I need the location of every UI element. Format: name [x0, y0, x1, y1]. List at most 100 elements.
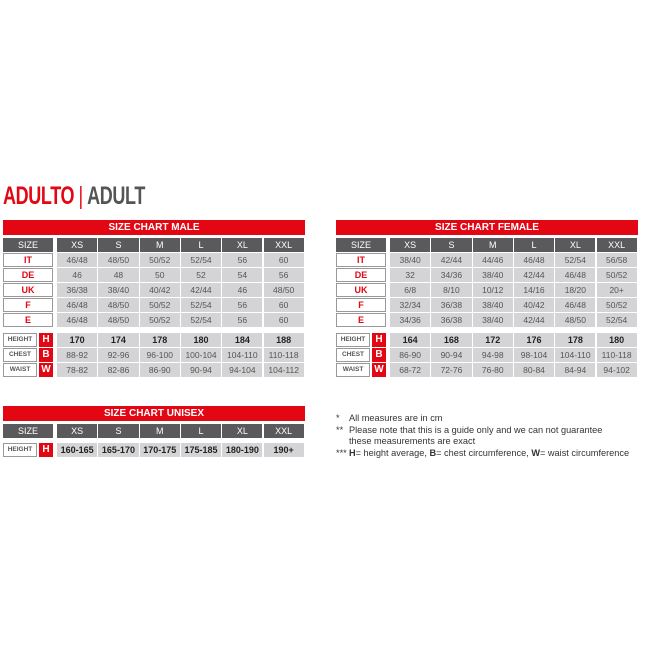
- page-title: ADULTO | ADULT: [3, 182, 145, 210]
- size-column-header: XXL: [263, 424, 304, 438]
- size-column-header: S: [98, 238, 139, 252]
- size-column-header: XS: [390, 238, 431, 252]
- size-value: 38/40: [98, 283, 139, 297]
- size-value: 10/12: [472, 283, 513, 297]
- size-value: 48/50: [98, 253, 139, 267]
- size-value: 46/48: [57, 298, 98, 312]
- measure-value: 188: [263, 333, 304, 347]
- size-value: 34/36: [431, 268, 472, 282]
- size-value: 56/58: [596, 253, 637, 267]
- region-label: DE: [336, 268, 386, 282]
- measure-value: 86-90: [139, 363, 180, 377]
- measure-value: 100-104: [180, 348, 222, 362]
- size-value: 46/48: [555, 298, 596, 312]
- note-disclaimer: ** Please note that this is a guide only …: [336, 424, 603, 435]
- size-value: 14/16: [513, 283, 555, 297]
- size-value: 34/36: [390, 313, 431, 327]
- size-value: 60: [263, 298, 304, 312]
- region-label: UK: [3, 283, 53, 297]
- size-value: 48/50: [555, 313, 596, 327]
- size-value: 32: [390, 268, 431, 282]
- size-header: SIZE: [336, 238, 386, 252]
- measure-letter: W: [39, 363, 53, 377]
- size-value: 56: [222, 298, 263, 312]
- region-label: IT: [3, 253, 53, 267]
- note-legend: *** H= height average, B= chest circumfer…: [336, 447, 630, 458]
- measure-value: 180: [180, 333, 222, 347]
- size-value: 46/48: [555, 268, 596, 282]
- size-column-header: L: [180, 424, 222, 438]
- size-value: 44/46: [472, 253, 513, 267]
- size-value: 32/34: [390, 298, 431, 312]
- size-column-header: XXL: [596, 238, 637, 252]
- size-value: 52/54: [180, 253, 222, 267]
- measure-value: 84-94: [555, 363, 596, 377]
- size-value: 18/20: [555, 283, 596, 297]
- size-column-header: L: [513, 238, 555, 252]
- size-value: 60: [263, 313, 304, 327]
- size-value: 60: [263, 253, 304, 267]
- size-chart-female: SIZE CHART FEMALE SIZE XS S M L XL XXL IT 38/40 42…: [336, 220, 638, 380]
- measure-label: HEIGHT: [336, 333, 370, 347]
- region-label: IT: [336, 253, 386, 267]
- measure-value: 178: [139, 333, 180, 347]
- measure-label: WAIST: [336, 363, 370, 377]
- measure-value: 80-84: [513, 363, 555, 377]
- size-value: 38/40: [390, 253, 431, 267]
- size-value: 38/40: [472, 298, 513, 312]
- measure-value: 104-110: [555, 348, 596, 362]
- size-column-header: S: [98, 424, 139, 438]
- region-label: DE: [3, 268, 53, 282]
- note-units: * All measures are in cm: [336, 413, 443, 423]
- size-value: 56: [263, 268, 304, 282]
- measure-value: 190+: [263, 443, 304, 457]
- size-value: 52/54: [555, 253, 596, 267]
- measure-value: 90-94: [180, 363, 222, 377]
- notes: * All measures are in cm ** Please note th…: [336, 413, 629, 459]
- size-value: 46/48: [513, 253, 555, 267]
- measure-value: 170: [57, 333, 98, 347]
- size-value: 46/48: [57, 313, 98, 327]
- measure-value: 104-112: [263, 363, 304, 377]
- size-value: 6/8: [390, 283, 431, 297]
- size-value: 50/52: [139, 298, 180, 312]
- size-value: 50/52: [596, 268, 637, 282]
- size-value: 36/38: [431, 298, 472, 312]
- region-label: F: [3, 298, 53, 312]
- size-chart-unisex: SIZE CHART UNISEX SIZE XS S M L XL XXL HEIGHT H 16…: [3, 406, 305, 466]
- measure-value: 180: [596, 333, 637, 347]
- measure-value: 110-118: [596, 348, 637, 362]
- size-value: 52/54: [180, 313, 222, 327]
- measure-value: 94-104: [222, 363, 263, 377]
- size-value: 56: [222, 253, 263, 267]
- size-chart-male: SIZE CHART MALE SIZE XS S M L XL XXL IT 46/48 48/5…: [3, 220, 305, 380]
- measure-value: 178: [555, 333, 596, 347]
- size-value: 52/54: [596, 313, 637, 327]
- measure-value: 94-102: [596, 363, 637, 377]
- measure-label: CHEST: [3, 348, 37, 362]
- size-value: 48/50: [98, 313, 139, 327]
- measure-value: 92-96: [98, 348, 139, 362]
- measure-label: HEIGHT: [3, 333, 37, 347]
- size-column-header: XL: [555, 238, 596, 252]
- size-header: SIZE: [3, 424, 53, 438]
- size-column-header: M: [472, 238, 513, 252]
- measure-letter: H: [39, 333, 53, 347]
- measure-label: HEIGHT: [3, 443, 37, 457]
- measure-value: 165-170: [98, 443, 139, 457]
- size-value: 46: [57, 268, 98, 282]
- size-column-header: M: [139, 424, 180, 438]
- measure-value: 90-94: [431, 348, 472, 362]
- measure-value: 68-72: [390, 363, 431, 377]
- measure-value: 86-90: [390, 348, 431, 362]
- size-value: 38/40: [472, 313, 513, 327]
- measure-value: 180-190: [222, 443, 263, 457]
- measure-value: 164: [390, 333, 431, 347]
- size-column-header: M: [139, 238, 180, 252]
- size-column-header: XS: [57, 238, 98, 252]
- measure-value: 172: [472, 333, 513, 347]
- size-value: 52: [180, 268, 222, 282]
- size-value: 50/52: [596, 298, 637, 312]
- size-value: 50/52: [139, 313, 180, 327]
- measure-letter: B: [372, 348, 386, 362]
